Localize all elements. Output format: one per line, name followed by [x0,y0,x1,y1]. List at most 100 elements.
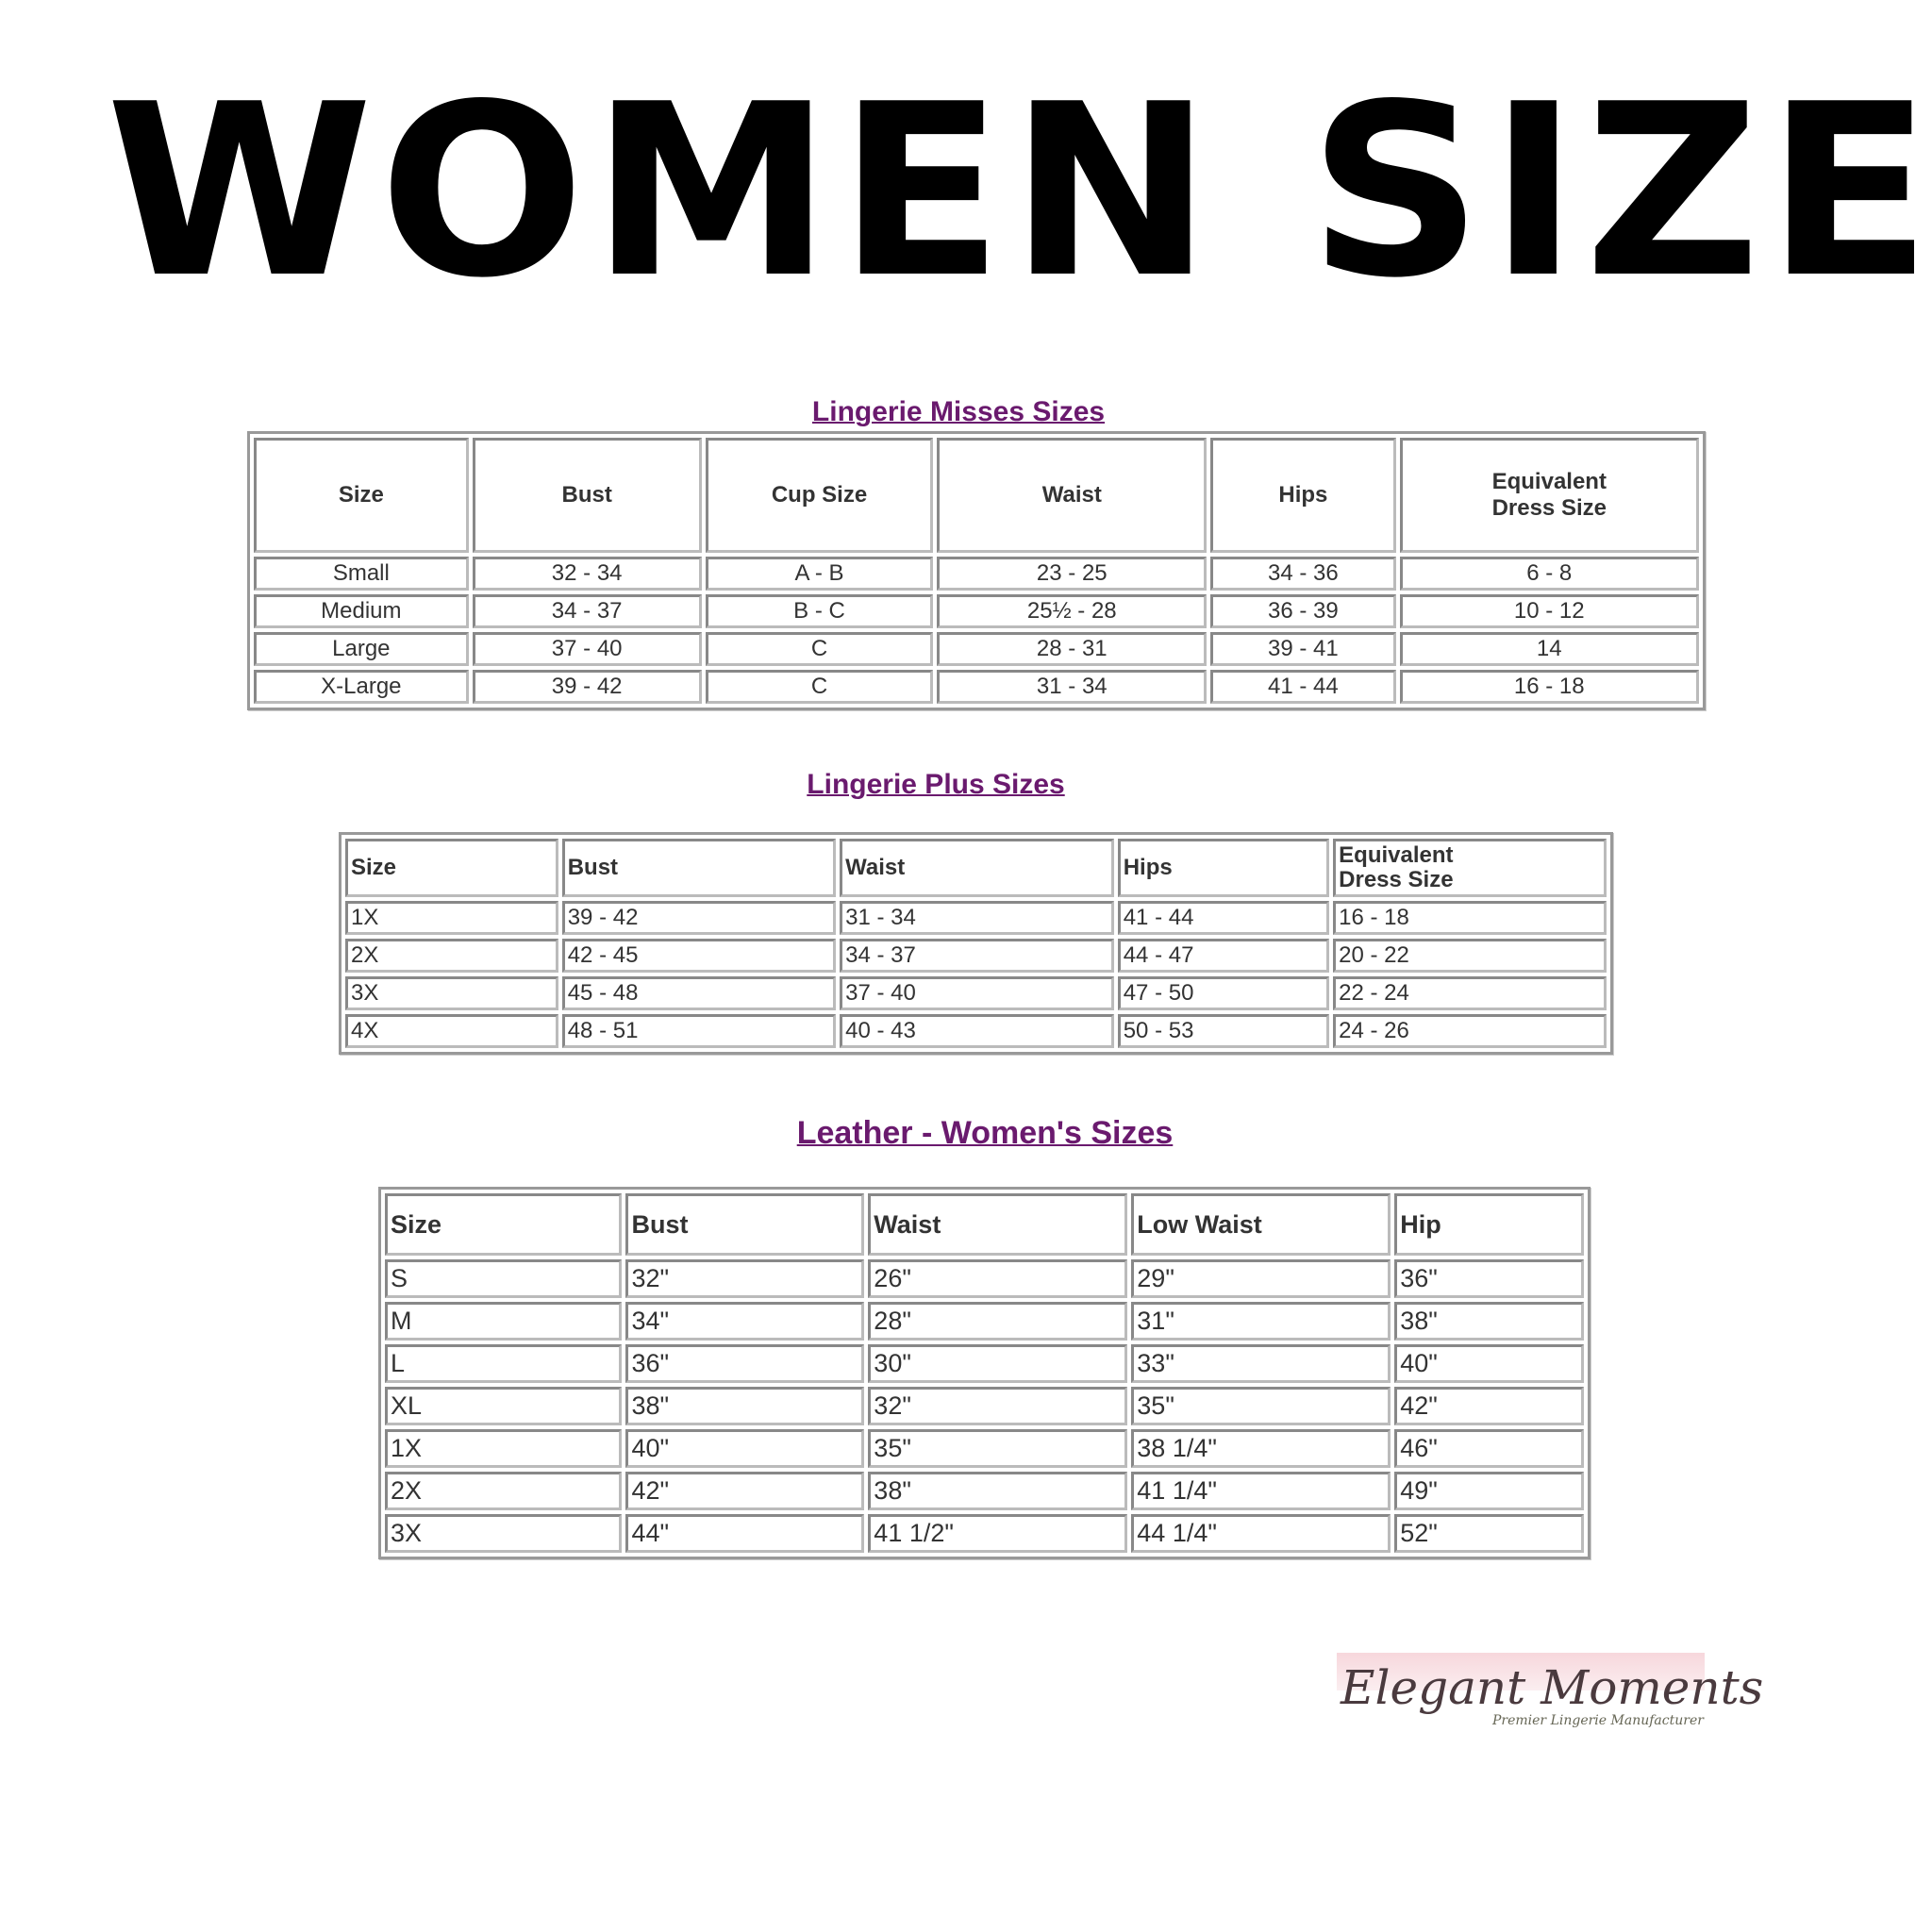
table-cell: 2X [385,1472,623,1510]
table-cell: 33" [1131,1344,1391,1383]
table-cell: 10 - 12 [1399,594,1699,628]
table-row: 3X 44" 41 1/2" 44 1/4" 52" [385,1514,1584,1553]
table-cell: 44 1/4" [1131,1514,1391,1553]
table-cell: 24 - 26 [1333,1014,1607,1048]
table-cell: 44" [625,1514,865,1553]
table-cell: 38" [868,1472,1128,1510]
table-cell: 42" [1394,1387,1584,1425]
misses-sizes-table: Size Bust Cup Size Waist Hips Equivalent Dress… [247,431,1706,710]
leather-sizes-table: Size Bust Waist Low Waist Hip S 32" 26" 29" 36" M 3… [378,1187,1591,1559]
table-cell: XL [385,1387,623,1425]
column-header: Waist [868,1193,1128,1256]
table-cell: 30" [868,1344,1128,1383]
column-header: Size [385,1193,623,1256]
table-cell: X-Large [254,670,469,704]
table-cell: 48 - 51 [561,1014,837,1048]
table-cell: 6 - 8 [1399,557,1699,591]
table-cell: 41 - 44 [1117,901,1330,935]
leather-sizes-title: Leather - Women's Sizes [796,1115,1174,1151]
table-cell: 32 - 34 [472,557,702,591]
table-cell: 32" [625,1259,865,1298]
table-cell: 2X [345,939,558,973]
table-cell: 38" [1394,1302,1584,1341]
table-cell: 14 [1399,632,1699,666]
table-cell: 23 - 25 [937,557,1208,591]
column-header: Hips [1117,839,1330,897]
table-row: Large 37 - 40 C 28 - 31 39 - 41 14 [254,632,1699,666]
table-cell: 34 - 37 [840,939,1114,973]
table-cell: 35" [1131,1387,1391,1425]
table-cell: 41 - 44 [1210,670,1396,704]
table-cell: M [385,1302,623,1341]
table-cell: 39 - 41 [1210,632,1396,666]
table-cell: S [385,1259,623,1298]
header-row: Size Bust Waist Hips Equivalent Dress Size [345,839,1607,897]
table-cell: 32" [868,1387,1128,1425]
table-cell: 16 - 18 [1333,901,1607,935]
table-row: 2X 42 - 45 34 - 37 44 - 47 20 - 22 [345,939,1607,973]
table-cell: A - B [705,557,934,591]
table-cell: C [705,632,934,666]
misses-sizes-title: Lingerie Misses Sizes [811,396,1106,427]
page-title: WOMEN SIZE [106,54,1932,330]
table-cell: 37 - 40 [840,976,1114,1010]
table-cell: 39 - 42 [561,901,837,935]
table-cell: 31" [1131,1302,1391,1341]
table-cell: 34" [625,1302,865,1341]
table-cell: L [385,1344,623,1383]
column-header: Equivalent Dress Size [1333,839,1607,897]
table-cell: 36" [625,1344,865,1383]
column-header: Cup Size [705,438,934,553]
table-cell: 36 - 39 [1210,594,1396,628]
table-row: 3X 45 - 48 37 - 40 47 - 50 22 - 24 [345,976,1607,1010]
table-cell: 34 - 36 [1210,557,1396,591]
table-cell: 38" [625,1387,865,1425]
plus-sizes-title: Lingerie Plus Sizes [807,769,1065,800]
table-row: 2X 42" 38" 41 1/4" 49" [385,1472,1584,1510]
column-header: Equivalent Dress Size [1399,438,1699,553]
plus-sizes-table: Size Bust Waist Hips Equivalent Dress Size 1X 3… [339,832,1613,1055]
table-cell: 36" [1394,1259,1584,1298]
table-cell: 1X [345,901,558,935]
table-cell: 39 - 42 [472,670,702,704]
table-cell: 31 - 34 [937,670,1208,704]
table-cell: 41 1/2" [868,1514,1128,1553]
table-cell: 44 - 47 [1117,939,1330,973]
table-cell: 3X [385,1514,623,1553]
table-cell: Large [254,632,469,666]
column-header: Size [345,839,558,897]
table-cell: 50 - 53 [1117,1014,1330,1048]
logo-tagline: Premier Lingerie Manufacturer [1492,1713,1704,1728]
table-cell: 42" [625,1472,865,1510]
table-row: Medium 34 - 37 B - C 25½ - 28 36 - 39 10 - 12 [254,594,1699,628]
column-header: Hips [1210,438,1396,553]
table-cell: 35" [868,1429,1128,1468]
table-cell: 49" [1394,1472,1584,1510]
header-row: Size Bust Cup Size Waist Hips Equivalent Dress… [254,438,1699,553]
table-cell: 4X [345,1014,558,1048]
logo-name: Elegant Moments [1341,1660,1764,1715]
table-row: S 32" 26" 29" 36" [385,1259,1584,1298]
table-cell: 20 - 22 [1333,939,1607,973]
table-cell: 22 - 24 [1333,976,1607,1010]
table-cell: 42 - 45 [561,939,837,973]
column-header: Bust [561,839,837,897]
table-cell: 25½ - 28 [937,594,1208,628]
table-cell: 1X [385,1429,623,1468]
table-cell: B - C [705,594,934,628]
table-cell: 3X [345,976,558,1010]
table-row: M 34" 28" 31" 38" [385,1302,1584,1341]
column-header: Waist [937,438,1208,553]
table-cell: 41 1/4" [1131,1472,1391,1510]
table-row: 1X 39 - 42 31 - 34 41 - 44 16 - 18 [345,901,1607,935]
logo-band [1337,1653,1705,1690]
header-row: Size Bust Waist Low Waist Hip [385,1193,1584,1256]
table-cell: 26" [868,1259,1128,1298]
table-cell: Medium [254,594,469,628]
table-cell: 34 - 37 [472,594,702,628]
table-row: Small 32 - 34 A - B 23 - 25 34 - 36 6 - 8 [254,557,1699,591]
table-row: L 36" 30" 33" 40" [385,1344,1584,1383]
column-header: Bust [625,1193,865,1256]
table-cell: 38 1/4" [1131,1429,1391,1468]
table-cell: 52" [1394,1514,1584,1553]
